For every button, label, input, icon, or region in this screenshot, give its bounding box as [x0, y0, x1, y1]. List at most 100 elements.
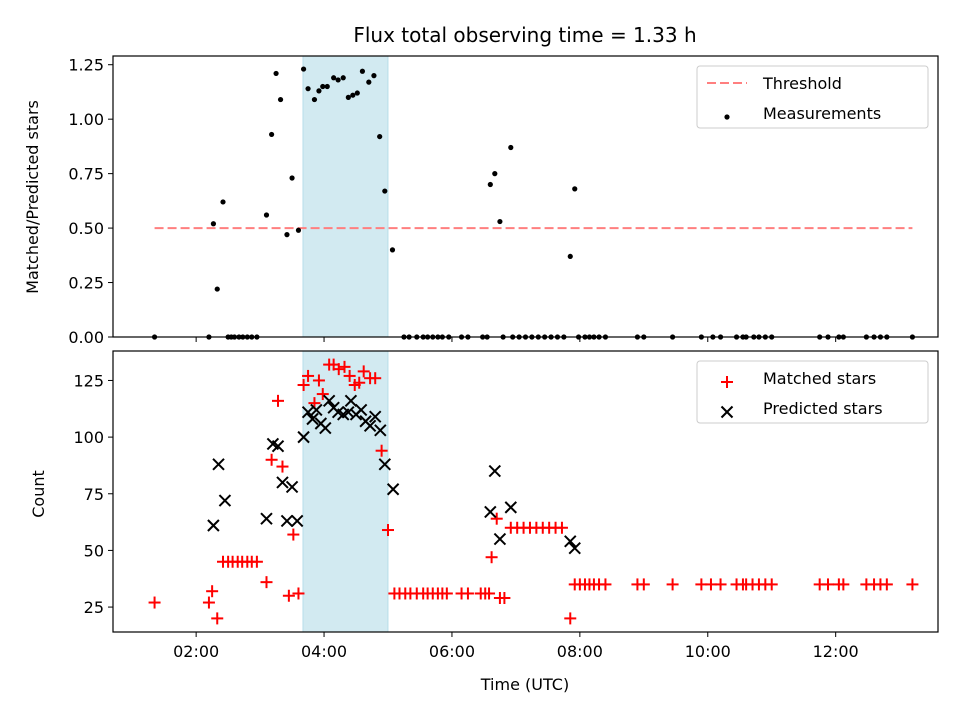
p0-y-tick-label-0: 0.00	[68, 328, 104, 347]
p1-series-1-point-15	[319, 421, 332, 435]
p1-series-0-point-72	[599, 578, 612, 591]
p1-series-1-point-10-b	[297, 430, 310, 444]
p1-series-1-point-4-b	[266, 437, 280, 451]
p0-y-tick-label-4: 1.00	[68, 110, 104, 129]
p0-series-0-point-65	[567, 253, 573, 260]
p1-series-1-point-9	[290, 514, 304, 528]
p0-y-tick-label-2: 0.50	[68, 219, 104, 238]
p0-series-0-point-35	[377, 133, 383, 140]
p1-series-1-point-23	[354, 403, 368, 417]
p1-series-0-point-53	[490, 512, 503, 525]
p1-series-0-point-33	[369, 372, 382, 385]
p1-series-1-point-32-b	[493, 532, 507, 546]
p1-series-0-point-1	[202, 596, 215, 609]
p1-series-0-point-30	[353, 376, 366, 389]
p1-series-0-point-74	[637, 578, 650, 591]
p0-series-0-point-54	[508, 144, 514, 151]
p1-series-1-point-25-b	[363, 419, 377, 432]
p1-series-1-point-30	[484, 505, 497, 519]
p1-series-1-point-5	[271, 439, 285, 453]
p1-series-1-point-6	[276, 476, 289, 489]
p1-series-1-point-27	[374, 424, 387, 437]
p1-series-0-point-35	[382, 524, 394, 537]
p1-series-1-point-3	[260, 512, 273, 525]
p1-series-0-point-65	[564, 612, 577, 625]
p1-series-1-point-2	[218, 494, 232, 507]
p1-series-1-point-21	[344, 394, 358, 408]
p1-series-1-point-12	[306, 412, 319, 426]
p1-series-1-point-26-b	[369, 410, 382, 423]
p1-y-tick-label-0: 25	[84, 598, 104, 617]
p0-series-0-point-26	[331, 75, 337, 81]
p1-series-0-point-46	[440, 587, 453, 600]
p0-series-0-point-52	[492, 171, 498, 177]
p1-legend: Matched stars Predicted stars	[696, 360, 929, 424]
p1-series-1-point-16-b	[322, 394, 336, 408]
p1-series-0-point-15	[276, 460, 289, 473]
p0-series-0-point-33	[366, 79, 372, 85]
p1-series-1-point-9-b	[290, 514, 304, 528]
p0-series-0-point-37	[389, 247, 396, 253]
p1-series-1-point-34-b	[564, 535, 577, 548]
p1-series-1-point-10	[297, 430, 310, 444]
p1-series-0-point-55	[498, 592, 511, 605]
p1-series-1-point-0	[207, 519, 220, 532]
p1-series-0-point-27	[338, 360, 351, 373]
p0-legend-box	[696, 65, 929, 129]
p1-series-0-point-52	[485, 551, 498, 564]
p1-x-tick-label-2: 06:00	[429, 642, 475, 661]
p0-series-0-point-15	[273, 70, 279, 77]
p1-y-tick-label-2: 75	[84, 485, 104, 504]
p0-series-0-point-36	[382, 188, 388, 194]
p1-legend-label-1: Predicted stars	[763, 399, 883, 418]
p1-series-0-point-16	[282, 589, 295, 602]
p0-series-0-point-28	[340, 75, 346, 81]
p1-series-1-point-28-b	[378, 458, 392, 471]
p1-axes-frame	[112, 350, 939, 633]
p1-series-1-point-35-b	[568, 541, 581, 555]
p1-legend-box	[696, 360, 929, 424]
p0-series-0-point-25	[324, 83, 330, 90]
p1-series-1-point-33-b	[504, 501, 517, 514]
p1-series-1-point-32	[493, 532, 507, 546]
p1-series-1-point-7-b	[280, 514, 294, 528]
p0-series-0-point-34	[371, 73, 377, 79]
p0-series-0-point-16	[277, 96, 284, 103]
p1-series-1-point-28	[378, 458, 392, 471]
p1-series-0-point-28	[343, 369, 356, 382]
p1-legend-label-0: Matched stars	[763, 369, 876, 388]
p1-series-0-point-75	[666, 578, 679, 591]
p0-series-0-point-14	[269, 131, 275, 138]
p1-series-0-point-0	[148, 596, 161, 609]
p1-series-1-point-15-b	[319, 421, 332, 435]
bottom-y-axis-label: Count	[29, 470, 48, 518]
p0-series-0-point-20	[300, 66, 307, 72]
p1-series-0-point-85	[765, 578, 778, 591]
p0-series-0-point-4	[220, 199, 226, 205]
top-panel: 0.00 0.25 0.50 0.75 1.00 1.25 Threshold Measure…	[68, 55, 939, 347]
p0-y-tick-label-5: 1.25	[68, 56, 104, 75]
p1-series-0-point-78	[714, 578, 727, 591]
p1-series-1-point-6-b	[276, 476, 289, 489]
p0-series-0-point-18	[289, 175, 295, 181]
p1-series-0-point-17	[287, 528, 300, 541]
p1-series-1-point-27-b	[374, 424, 387, 437]
p1-series-0-point-34	[375, 444, 388, 457]
p1-series-0-point-23	[316, 388, 329, 401]
p1-series-1-point-21-b	[344, 394, 358, 408]
p1-series-1-point-2-b	[218, 494, 232, 507]
p1-series-1-point-5-b	[271, 439, 285, 453]
p1-series-1-point-16	[322, 394, 336, 408]
p0-y-tick-label-1: 0.25	[68, 274, 104, 293]
p1-legend-predicted-swatch-b	[720, 405, 734, 419]
p1-x-tick-label-5: 12:00	[813, 642, 859, 661]
p1-series-1-point-8-b	[285, 480, 299, 494]
p1-x-tick-label-4: 10:00	[685, 642, 731, 661]
p1-series-0-point-11	[250, 555, 263, 568]
p0-series-0-point-22	[311, 96, 318, 103]
x-axis-label: Time (UTC)	[480, 675, 569, 694]
p0-series-0-point-32	[359, 68, 366, 74]
p0-series-0-point-66	[572, 186, 578, 192]
p1-series-0-point-87	[822, 578, 834, 591]
